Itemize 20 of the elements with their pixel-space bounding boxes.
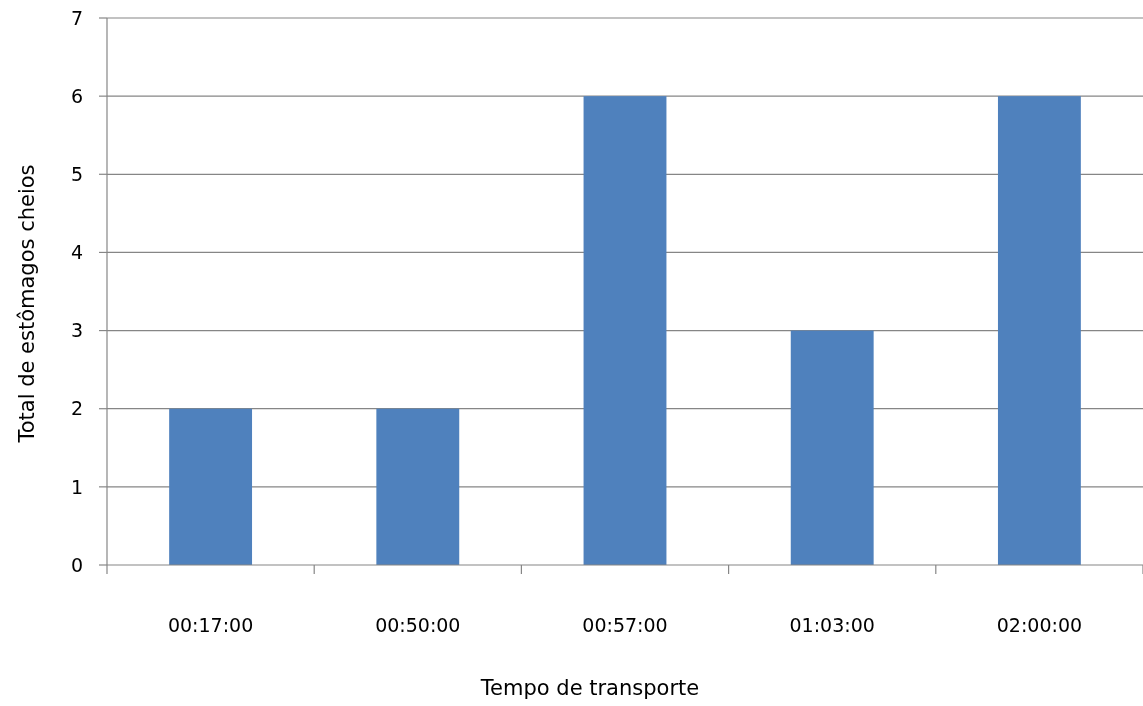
y-tick-label: 0 <box>70 553 83 576</box>
y-tick-label: 3 <box>70 319 83 342</box>
y-tick-label: 7 <box>70 6 83 29</box>
bar <box>583 96 667 565</box>
x-tick-label: 00:17:00 <box>167 614 254 636</box>
bar <box>790 330 874 565</box>
x-axis-title: Tempo de transporte <box>479 676 700 700</box>
bar <box>376 408 460 565</box>
x-tick-label: 00:57:00 <box>582 614 668 636</box>
y-tick-label: 1 <box>70 475 83 498</box>
bar <box>169 408 253 565</box>
x-tick-label: 01:03:00 <box>789 614 875 636</box>
y-tick-label: 5 <box>70 162 83 185</box>
x-tick-label: 02:00:00 <box>996 614 1083 636</box>
y-tick-label: 2 <box>70 397 83 420</box>
y-axis-title: Total de estômagos cheios <box>15 164 39 444</box>
x-tick-label: 00:50:00 <box>375 614 461 636</box>
y-tick-label: 4 <box>70 241 83 264</box>
bar <box>997 96 1081 565</box>
y-tick-label: 6 <box>70 84 83 107</box>
